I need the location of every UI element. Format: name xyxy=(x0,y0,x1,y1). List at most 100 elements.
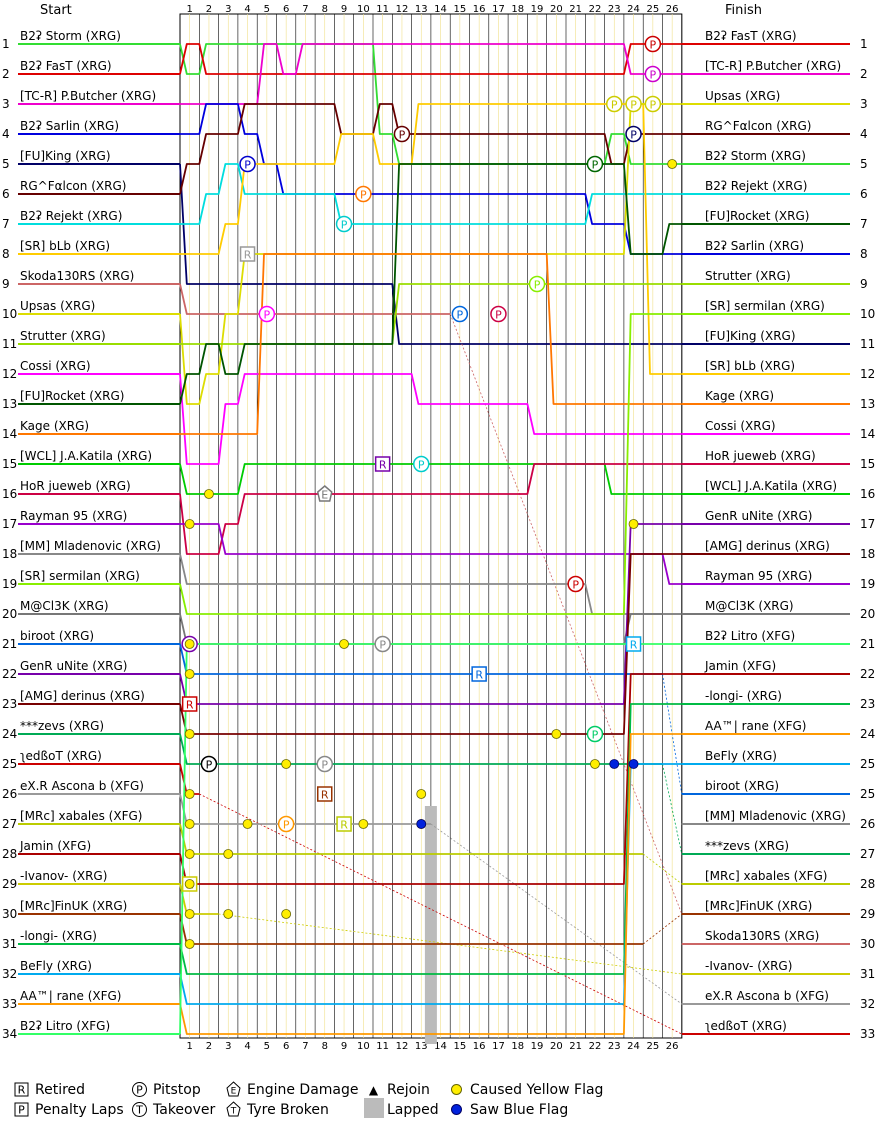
start-driver-label: B2ʡ Rejekt (XRG) xyxy=(20,209,122,223)
yellow-flag-dot xyxy=(358,819,369,829)
finish-driver-label: Cossi (XRG) xyxy=(705,419,776,433)
lap-tick-top: 8 xyxy=(322,4,328,15)
marker-symbol: P xyxy=(650,39,657,52)
driver-line xyxy=(179,313,682,615)
lap-tick-top: 12 xyxy=(396,4,409,15)
yellow-flag-dot xyxy=(184,519,195,529)
pitstop-marker xyxy=(393,125,411,143)
lap-tick-top: 20 xyxy=(550,4,563,15)
legend-circle-icon xyxy=(132,1082,147,1097)
finish-header: Finish xyxy=(725,3,762,18)
start-driver-label: [SR] bLb (XRG) xyxy=(20,239,110,253)
pitstop-marker xyxy=(355,185,372,203)
marker-symbol: P xyxy=(495,309,502,322)
start-driver-label: [AMG] derinus (XRG) xyxy=(20,689,145,703)
finish-driver-label: [SR] sermilan (XRG) xyxy=(705,299,825,313)
lap-tick-top: 2 xyxy=(206,4,212,15)
yellow-flag-dot xyxy=(416,789,427,799)
finish-driver-label: B2ʡ Litro (XFG) xyxy=(705,629,795,643)
start-driver-label: Upsas (XRG) xyxy=(20,299,95,313)
finish-driver-label: M@Cl3K (XRG) xyxy=(705,599,794,613)
yellow-flag-dot xyxy=(184,939,195,949)
driver-line xyxy=(179,283,451,315)
pitstop-marker xyxy=(586,155,604,173)
finish-driver-label: eX.R Ascona b (XFG) xyxy=(705,989,829,1003)
finish-position-number: 29 xyxy=(860,907,875,921)
marker-symbol: P xyxy=(630,129,637,142)
finish-position-number: 6 xyxy=(860,187,868,201)
start-position-number: 8 xyxy=(2,247,10,261)
pitstop-marker xyxy=(277,815,295,833)
finish-position-number: 13 xyxy=(860,397,875,411)
lap-tick-bottom: 11 xyxy=(376,1041,389,1052)
legend-label: Takeover xyxy=(152,1102,215,1118)
pitstop-marker xyxy=(335,215,353,233)
start-position-number: 29 xyxy=(2,877,17,891)
finish-driver-label: B2ʡ Storm (XRG) xyxy=(705,149,806,163)
finish-driver-label: ***zevs (XRG) xyxy=(705,839,789,853)
pitstop-marker xyxy=(490,305,507,323)
marker-symbol: R xyxy=(475,669,483,682)
start-driver-label: M@Cl3K (XRG) xyxy=(20,599,109,613)
start-driver-label: AA™| rane (XFG) xyxy=(20,989,121,1003)
pitstop-marker xyxy=(528,275,546,293)
yellow-flag-dot xyxy=(184,639,195,649)
start-position-number: 24 xyxy=(2,727,17,741)
marker-symbol: P xyxy=(321,759,328,772)
driver-line xyxy=(179,43,682,75)
finish-position-number: 21 xyxy=(860,637,875,651)
lap-tick-bottom: 10 xyxy=(357,1041,370,1052)
driver-line xyxy=(179,103,682,195)
marker-symbol: P xyxy=(534,279,541,292)
driver-line xyxy=(180,103,682,255)
driver-line xyxy=(179,913,644,945)
pitstop-marker xyxy=(451,305,469,323)
lap-tick-bottom: 15 xyxy=(453,1041,466,1052)
start-driver-label: -Ivanov- (XRG) xyxy=(20,869,107,883)
finish-position-number: 19 xyxy=(860,577,875,591)
legend-symbol: P xyxy=(136,1084,143,1097)
finish-driver-label: [FU]King (XRG) xyxy=(705,329,796,343)
engine-damage-marker xyxy=(316,485,333,502)
driver-line xyxy=(179,163,682,345)
finish-position-number: 17 xyxy=(860,517,875,531)
start-driver-label: [WCL] J.A.Katila (XRG) xyxy=(20,449,152,463)
finish-position-number: 2 xyxy=(860,67,868,81)
yellow-flag-dot xyxy=(339,639,349,649)
lap-tick-bottom: 25 xyxy=(646,1041,659,1052)
start-position-number: 34 xyxy=(2,1027,17,1041)
start-position-number: 21 xyxy=(2,637,17,651)
pitstop-marker xyxy=(625,95,642,113)
yellow-flag-dot xyxy=(184,729,195,739)
finish-position-number: 32 xyxy=(860,997,875,1011)
start-driver-label: ***zevs (XRG) xyxy=(20,719,104,733)
start-position-number: 32 xyxy=(2,967,17,981)
yellow-flag-dot xyxy=(281,759,292,769)
start-position-number: 19 xyxy=(2,577,17,591)
legend-blue-dot-icon xyxy=(451,1104,462,1115)
legend-circle-icon xyxy=(132,1102,147,1117)
lap-tick-bottom: 23 xyxy=(608,1041,621,1052)
retired-marker xyxy=(336,816,352,832)
start-driver-label: Kage (XRG) xyxy=(20,419,89,433)
lap-tick-bottom: 24 xyxy=(627,1041,640,1052)
start-position-number: 7 xyxy=(2,217,10,231)
retired-marker xyxy=(239,246,256,262)
legend-label: Rejoin xyxy=(387,1082,430,1098)
legend-lapped-icon xyxy=(364,1098,384,1118)
yellow-flag-dot xyxy=(184,879,195,889)
lap-tick-top: 22 xyxy=(589,4,602,15)
legend-label: Engine Damage xyxy=(247,1082,359,1098)
finish-driver-label: Upsas (XRG) xyxy=(705,89,780,103)
finish-driver-label: -Ivanov- (XRG) xyxy=(705,959,792,973)
marker-symbol: P xyxy=(592,159,599,172)
finish-position-number: 12 xyxy=(860,367,875,381)
marker-symbol: P xyxy=(283,819,290,832)
finish-driver-label: B2ʡ Sarlin (XRG) xyxy=(705,239,804,253)
lap-tick-bottom: 8 xyxy=(322,1041,328,1052)
start-driver-label: [MRc]FinUK (XRG) xyxy=(20,899,127,913)
lap-tick-top: 13 xyxy=(415,4,428,15)
start-driver-label: biroot (XRG) xyxy=(20,629,94,643)
start-driver-label: [MRc] xabales (XFG) xyxy=(20,809,142,823)
